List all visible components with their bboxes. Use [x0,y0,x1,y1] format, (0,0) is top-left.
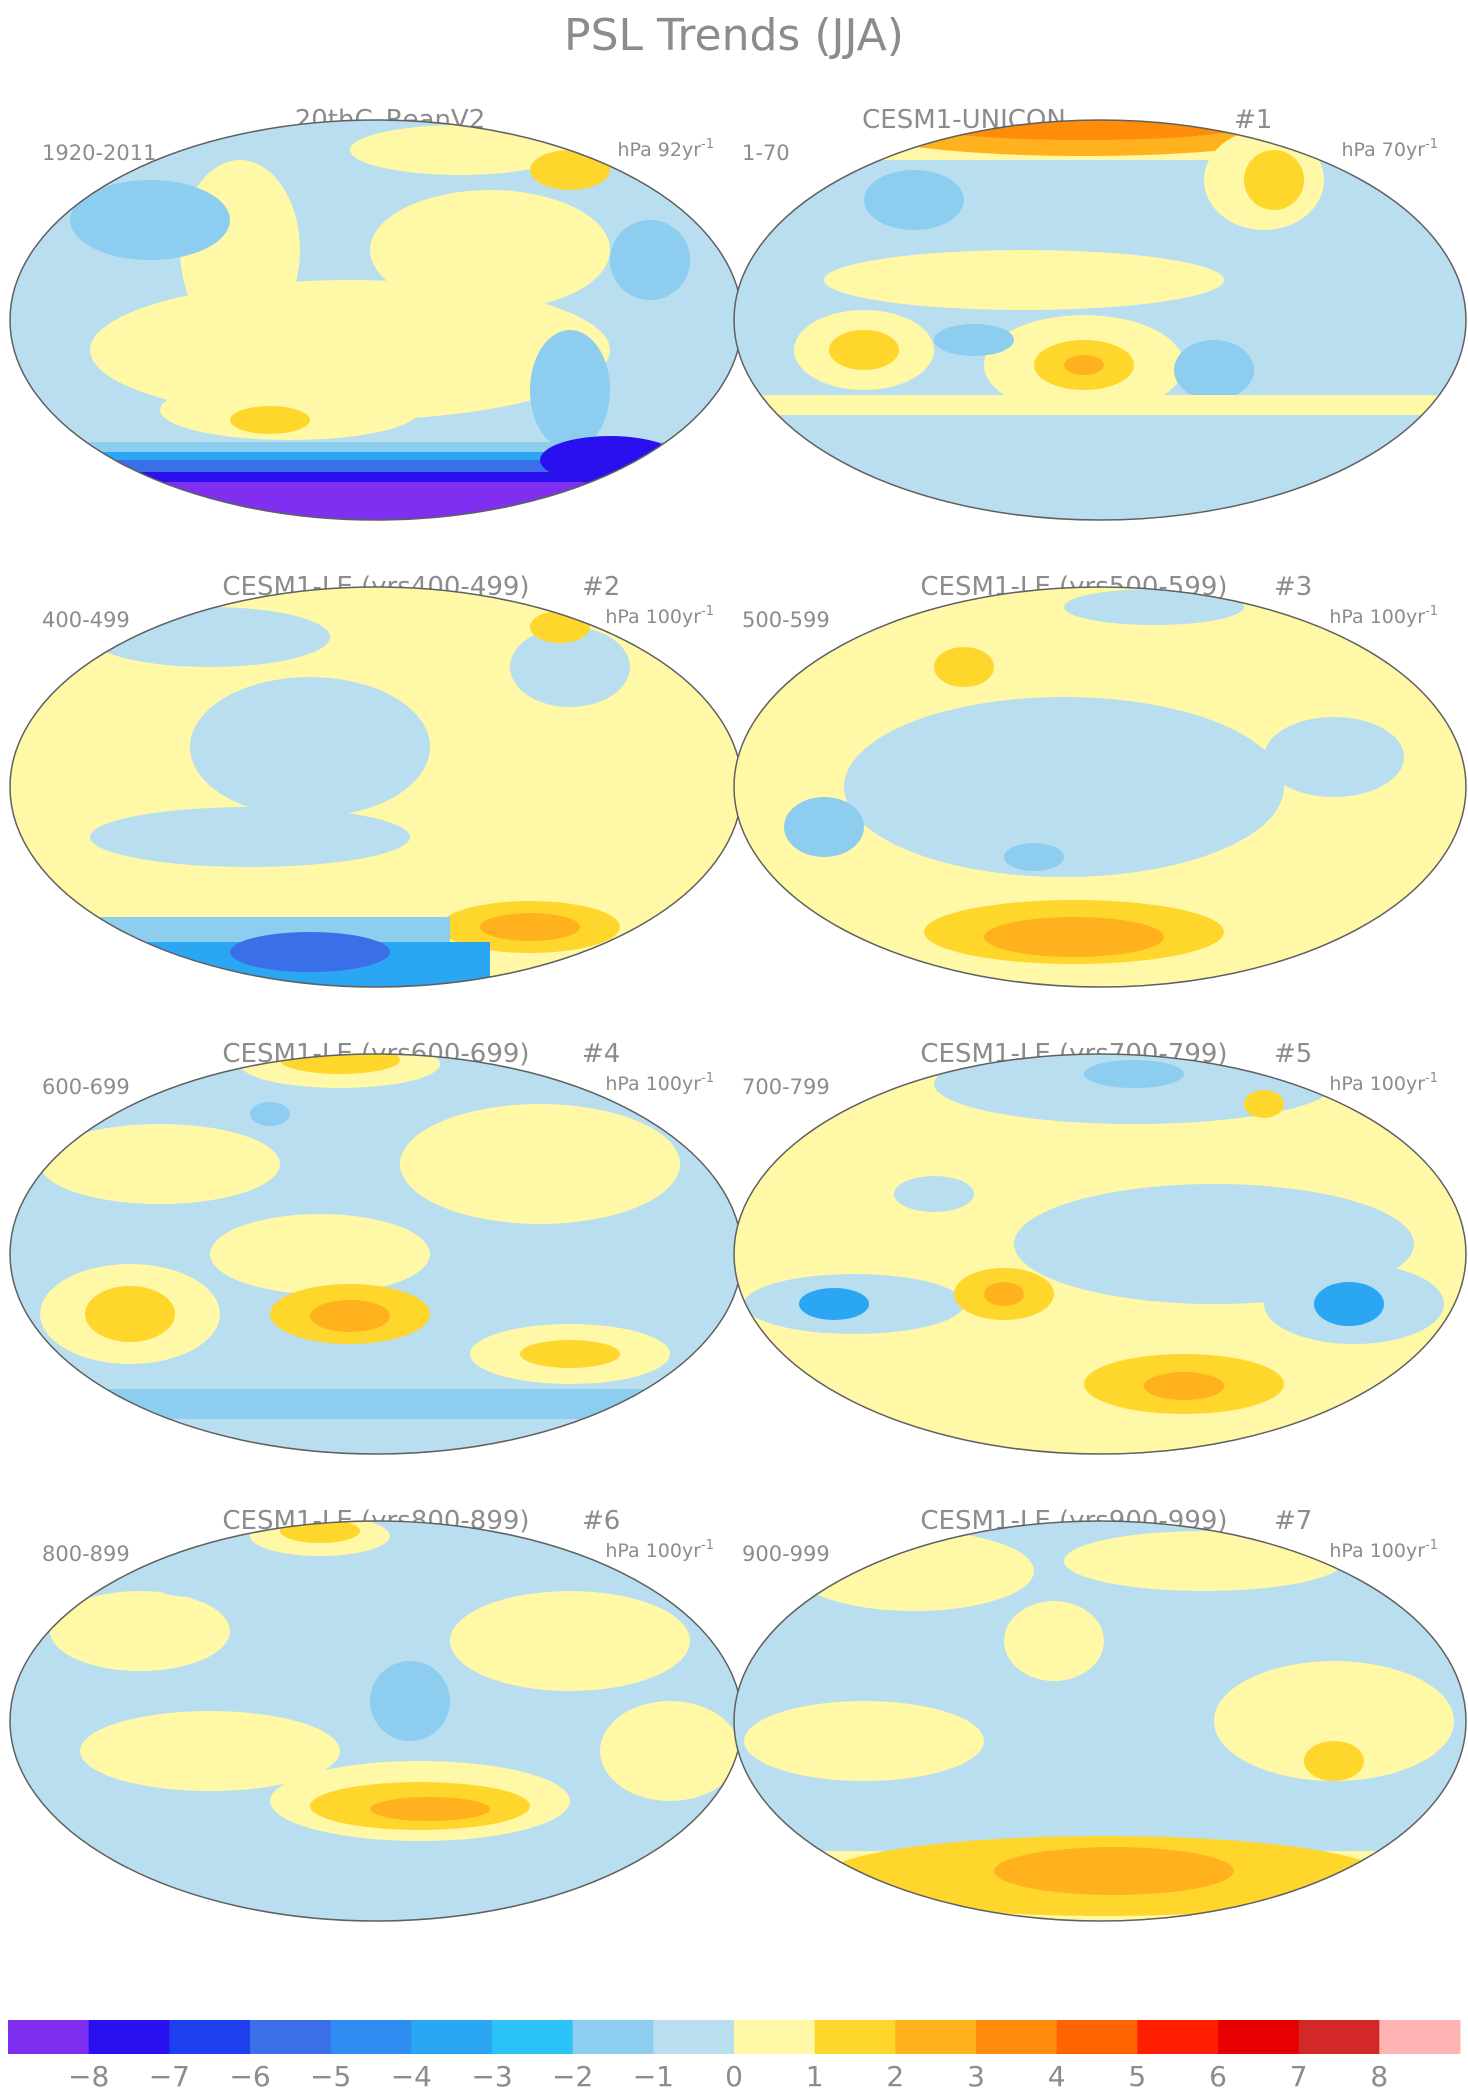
panel-index: #6 [582,1506,620,1536]
panel-units: hPa 70yr-1 [1341,137,1438,161]
map-panel-4: CESM1-LE (yrs500-599) #3 500-599 hPa 100… [733,572,1467,988]
panel-units-text: hPa 100yr [605,1073,701,1095]
colorbar-swatch [8,2020,90,2054]
map-panel-2: CESM1-UNICON #1 1-70 hPa 70yr-1 [733,105,1467,521]
colorbar-tick-label: 3 [967,2060,985,2089]
panel-units-exponent: -1 [701,604,714,619]
colorbar-tick-label: 0 [725,2060,743,2089]
colorbar-tick-label: 6 [1209,2060,1227,2089]
colorbar-swatch [653,2020,735,2054]
panel-units-text: hPa 100yr [605,1540,701,1562]
map-field-4 [734,587,1466,987]
panel-period: 600-699 [42,1075,130,1099]
panel-units-exponent: -1 [701,1538,714,1553]
colorbar-tick-label: −3 [471,2060,512,2089]
colorbar-tick-label: −8 [68,2060,109,2089]
map-field-8 [734,1521,1466,1921]
colorbar-tick-label: −6 [229,2060,270,2089]
colorbar-tick-label: −4 [391,2060,432,2089]
colorbar-swatch [1298,2020,1380,2054]
panel-period: 700-799 [742,1075,830,1099]
colorbar-swatch [572,2020,654,2054]
colorbar-tick-label: −1 [633,2060,674,2089]
panel-index: #7 [1274,1506,1312,1536]
panel-units-exponent: -1 [1425,1538,1438,1553]
colorbar-swatch [411,2020,493,2054]
panel-period: 900-999 [742,1542,830,1566]
colorbar-swatch [1137,2020,1219,2054]
colorbar-swatch [169,2020,251,2054]
colorbar-swatch [814,2020,896,2054]
colorbar-tick-label: −5 [310,2060,351,2089]
panel-units: hPa 92yr-1 [617,137,714,161]
panel-units-text: hPa 100yr [605,606,701,628]
panel-index: #3 [1274,572,1312,602]
panel-units-text: hPa 100yr [1329,1073,1425,1095]
panel-units-text: hPa 100yr [1329,606,1425,628]
panel-units-exponent: -1 [1425,1071,1438,1086]
colorbar-swatch [250,2020,332,2054]
colorbar-tick-label: −2 [552,2060,593,2089]
panel-period: 1920-2011 [42,141,156,165]
map-field-3 [10,587,742,987]
panel-period: 800-899 [42,1542,130,1566]
panel-units: hPa 100yr-1 [605,1538,714,1562]
colorbar: −8 −7 −6 −5 −4 −3 −2 −1 0 1 2 3 4 5 6 7 8 [8,2020,1461,2089]
panel-period: 500-599 [742,608,830,632]
panel-units: hPa 100yr-1 [1329,1071,1438,1095]
panel-index: #2 [582,572,620,602]
map-panel-8: CESM1-LE (yrs900-999) #7 900-999 hPa 100… [733,1506,1467,1922]
map-field-7 [10,1521,742,1921]
colorbar-swatch [1056,2020,1138,2054]
colorbar-swatch [734,2020,816,2054]
panel-units-text: hPa 70yr [1341,139,1425,161]
panel-period: 1-70 [742,141,790,165]
panel-period: 400-499 [42,608,130,632]
panel-units-text: hPa 92yr [617,139,701,161]
map-panel-7: CESM1-LE (yrs800-899) #6 800-899 hPa 100… [9,1506,743,1922]
figure-title: PSL Trends (JJA) [564,10,904,61]
map-field-1 [10,120,742,520]
panel-index: #1 [1234,105,1272,135]
panel-units-exponent: -1 [1425,604,1438,619]
panel-index: #4 [582,1039,620,1069]
colorbar-swatch [88,2020,170,2054]
panel-units: hPa 100yr-1 [1329,1538,1438,1562]
map-panel-6: CESM1-LE (yrs700-799) #5 700-799 hPa 100… [733,1039,1467,1455]
map-panel-1: 20thC_ReanV2 1920-2011 hPa 92yr-1 [9,105,743,521]
map-field-2 [734,120,1466,520]
panel-units: hPa 100yr-1 [605,604,714,628]
colorbar-tick-label: 1 [806,2060,824,2089]
colorbar-tick-label: 8 [1370,2060,1388,2089]
colorbar-swatch [492,2020,574,2054]
panel-units-exponent: -1 [701,137,714,152]
panel-index: #5 [1274,1039,1312,1069]
colorbar-tick-label: 4 [1048,2060,1066,2089]
panel-units: hPa 100yr-1 [1329,604,1438,628]
panel-units-exponent: -1 [701,1071,714,1086]
colorbar-swatch [1218,2020,1300,2054]
colorbar-tick-label: 5 [1128,2060,1146,2089]
panel-units-text: hPa 100yr [1329,1540,1425,1562]
colorbar-tick-label: −7 [149,2060,190,2089]
colorbar-tick-label: 2 [886,2060,904,2089]
map-panel-5: CESM1-LE (yrs600-699) #4 600-699 hPa 100… [9,1039,743,1455]
panel-units: hPa 100yr-1 [605,1071,714,1095]
panel-units-exponent: -1 [1425,137,1438,152]
colorbar-tick-label: 7 [1290,2060,1308,2089]
map-field-5 [10,1054,742,1454]
colorbar-swatch [976,2020,1058,2054]
map-panel-3: CESM1-LE (yrs400-499) #2 400-499 hPa 100… [9,572,743,988]
colorbar-swatch [330,2020,412,2054]
colorbar-swatch [1379,2020,1461,2054]
colorbar-swatch [895,2020,977,2054]
map-field-6 [734,1054,1466,1454]
